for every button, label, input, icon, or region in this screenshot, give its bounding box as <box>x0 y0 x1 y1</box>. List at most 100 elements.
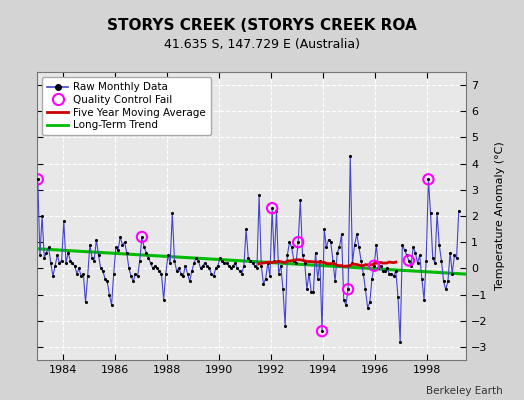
Point <box>368 276 376 282</box>
Text: 41.635 S, 147.729 E (Australia): 41.635 S, 147.729 E (Australia) <box>164 38 360 51</box>
Point <box>225 262 233 269</box>
Point <box>285 239 293 245</box>
Point <box>318 328 326 334</box>
Point <box>58 257 66 264</box>
Point <box>326 239 335 245</box>
Point <box>36 252 44 258</box>
Point <box>335 244 344 251</box>
Point <box>396 338 405 345</box>
Point <box>149 265 157 272</box>
Point <box>155 268 163 274</box>
Point <box>307 289 315 295</box>
Text: STORYS CREEK (STORYS CREEK ROA: STORYS CREEK (STORYS CREEK ROA <box>107 18 417 33</box>
Point <box>296 197 304 204</box>
Point <box>433 210 441 216</box>
Point <box>134 273 142 280</box>
Point <box>172 268 181 274</box>
Point <box>201 260 209 266</box>
Point <box>45 244 53 251</box>
Point <box>303 286 311 292</box>
Point <box>342 302 350 308</box>
Point <box>73 270 81 277</box>
Point <box>64 250 72 256</box>
Point <box>257 262 266 269</box>
Point <box>305 270 313 277</box>
Point <box>374 265 383 272</box>
Point <box>229 262 237 269</box>
Point <box>261 276 270 282</box>
Y-axis label: Temperature Anomaly (°C): Temperature Anomaly (°C) <box>495 142 505 290</box>
Point <box>294 239 302 245</box>
Point <box>346 152 354 159</box>
Point <box>34 176 42 182</box>
Point <box>170 257 179 264</box>
Point <box>136 257 144 264</box>
Point <box>179 273 188 280</box>
Point <box>337 231 346 238</box>
Point <box>110 270 118 277</box>
Point <box>103 278 112 285</box>
Point <box>60 218 68 224</box>
Point <box>53 252 61 258</box>
Point <box>210 273 218 280</box>
Point <box>159 296 168 303</box>
Point <box>331 278 339 285</box>
Point <box>309 289 318 295</box>
Point <box>361 286 369 292</box>
Point <box>164 252 172 258</box>
Point <box>138 234 146 240</box>
Point <box>407 262 415 269</box>
Point <box>107 302 116 308</box>
Point <box>153 265 161 272</box>
Point <box>413 260 422 266</box>
Point <box>248 260 257 266</box>
Point <box>121 239 129 245</box>
Point <box>66 257 74 264</box>
Point <box>183 270 192 277</box>
Point <box>214 262 222 269</box>
Point <box>277 262 285 269</box>
Point <box>329 257 337 264</box>
Point <box>205 265 213 272</box>
Point <box>318 328 326 334</box>
Point <box>166 260 174 266</box>
Point <box>400 247 409 253</box>
Point <box>322 244 331 251</box>
Point <box>244 255 253 261</box>
Point <box>437 257 445 264</box>
Point <box>394 294 402 300</box>
Point <box>383 265 391 272</box>
Point <box>233 265 242 272</box>
Point <box>424 176 433 182</box>
Point <box>127 273 135 280</box>
Point <box>142 250 150 256</box>
Point <box>320 226 329 232</box>
Point <box>435 242 443 248</box>
Point <box>188 268 196 274</box>
Point <box>418 276 426 282</box>
Point <box>442 286 450 292</box>
Point <box>398 242 407 248</box>
Point <box>199 262 207 269</box>
Point <box>353 231 361 238</box>
Point <box>75 265 83 272</box>
Point <box>157 270 166 277</box>
Point <box>88 255 96 261</box>
Point <box>359 270 367 277</box>
Point <box>174 265 183 272</box>
Point <box>55 260 63 266</box>
Point <box>376 262 385 269</box>
Point <box>138 234 146 240</box>
Point <box>125 265 133 272</box>
Text: Berkeley Earth: Berkeley Earth <box>427 386 503 396</box>
Point <box>389 273 398 280</box>
Point <box>424 176 433 182</box>
Point <box>192 255 200 261</box>
Point <box>239 262 248 269</box>
Point <box>79 270 88 277</box>
Point <box>370 262 378 269</box>
Point <box>268 205 276 211</box>
Point <box>452 255 461 261</box>
Point <box>168 210 177 216</box>
Point <box>81 299 90 306</box>
